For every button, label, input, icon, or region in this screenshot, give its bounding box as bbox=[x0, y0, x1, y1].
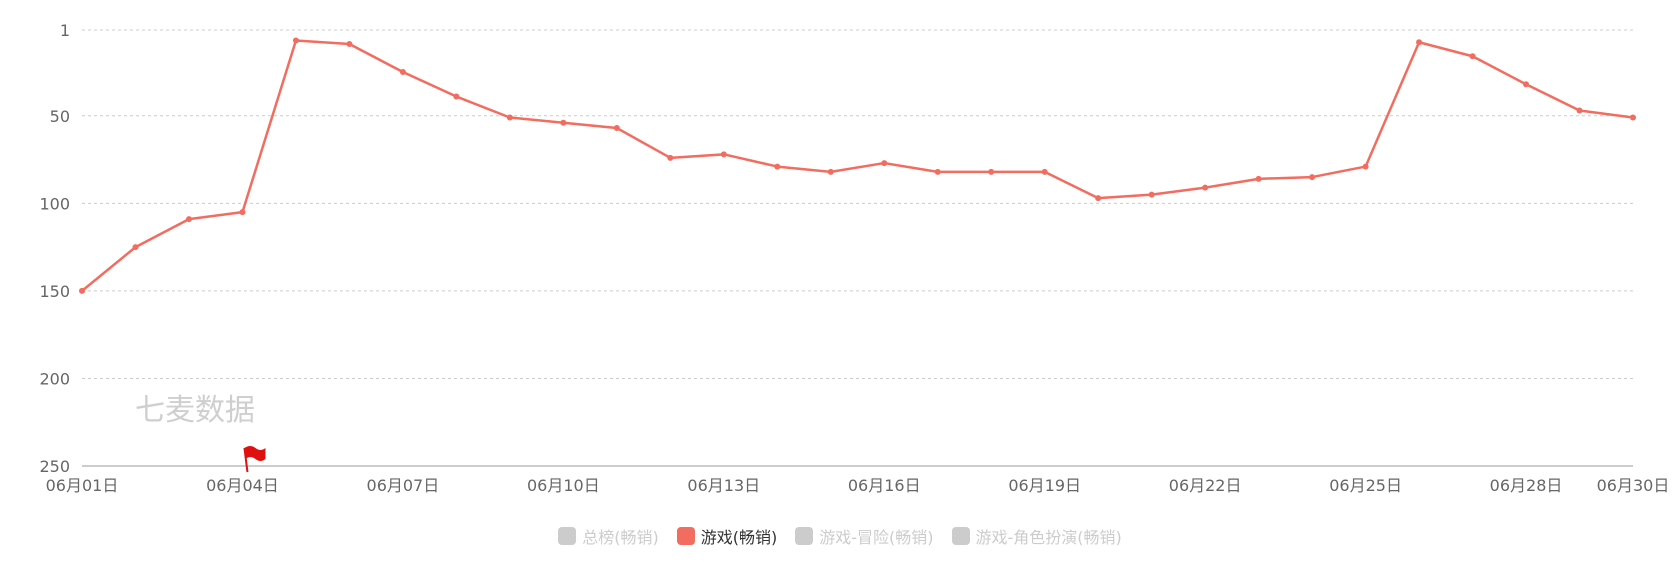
data-point bbox=[1576, 107, 1583, 114]
data-point bbox=[988, 168, 995, 175]
legend-swatch-icon bbox=[795, 527, 814, 545]
x-tick-label: 06月28日 bbox=[1490, 476, 1563, 495]
data-point bbox=[827, 168, 834, 175]
data-point bbox=[613, 125, 620, 132]
x-tick-label: 06月04日 bbox=[206, 476, 279, 495]
data-point bbox=[1630, 114, 1636, 121]
legend-swatch-icon bbox=[951, 527, 970, 545]
gridlines bbox=[82, 29, 1633, 379]
data-point bbox=[132, 244, 139, 251]
data-point bbox=[79, 287, 85, 294]
x-tick-label: 06月22日 bbox=[1169, 476, 1242, 495]
x-tick-label: 06月30日 bbox=[1597, 476, 1670, 495]
flag-marker[interactable] bbox=[243, 446, 266, 473]
legend-item-overall[interactable]: 总榜(畅销) bbox=[558, 524, 659, 548]
data-point bbox=[1148, 191, 1155, 198]
data-point bbox=[560, 119, 567, 126]
data-point bbox=[1202, 184, 1209, 191]
x-tick-label: 06月07日 bbox=[367, 476, 440, 495]
watermark-text: 七麦数据 bbox=[135, 393, 255, 428]
data-point bbox=[1362, 163, 1369, 170]
y-tick-label: 150 bbox=[39, 282, 70, 301]
data-point bbox=[1041, 168, 1048, 175]
data-point bbox=[346, 41, 353, 48]
y-tick-label: 200 bbox=[39, 369, 70, 388]
x-tick-label: 06月19日 bbox=[1008, 476, 1081, 495]
legend-item-adventure[interactable]: 游戏-冒险(畅销) bbox=[795, 524, 934, 548]
data-point bbox=[399, 69, 406, 76]
series-line bbox=[81, 39, 1634, 292]
y-tick-label: 100 bbox=[39, 194, 70, 213]
legend-swatch-icon bbox=[558, 527, 577, 545]
data-point bbox=[239, 209, 246, 216]
data-point bbox=[1469, 53, 1476, 60]
x-tick-label: 06月16日 bbox=[848, 476, 921, 495]
data-point bbox=[1095, 195, 1102, 202]
legend-item-rpg[interactable]: 游戏-角色扮演(畅销) bbox=[951, 524, 1122, 548]
data-point bbox=[774, 163, 781, 170]
data-point bbox=[506, 114, 513, 121]
y-tick-label: 250 bbox=[39, 457, 70, 476]
legend-label: 总榜(畅销) bbox=[582, 528, 659, 547]
data-point bbox=[453, 93, 460, 100]
data-point bbox=[667, 154, 674, 161]
data-point bbox=[1523, 81, 1530, 88]
x-tick-label: 06月01日 bbox=[46, 476, 119, 495]
x-tick-label: 06月13日 bbox=[687, 476, 760, 495]
data-point bbox=[934, 168, 941, 175]
red-flag-icon bbox=[244, 446, 266, 461]
data-point bbox=[1255, 175, 1262, 182]
data-point bbox=[881, 160, 888, 167]
data-point bbox=[1416, 39, 1423, 46]
y-tick-label: 1 bbox=[60, 21, 70, 40]
x-tick-label: 06月25日 bbox=[1329, 476, 1402, 495]
data-point bbox=[720, 151, 727, 158]
series-layer bbox=[79, 37, 1636, 294]
data-point bbox=[185, 216, 192, 223]
x-tick-label: 06月10日 bbox=[527, 476, 600, 495]
legend: 总榜(畅销) 游戏(畅销) 游戏-冒险(畅销) 游戏-角色扮演(畅销) bbox=[0, 524, 1680, 548]
legend-label: 游戏(畅销) bbox=[700, 528, 778, 547]
legend-item-games[interactable]: 游戏(畅销) bbox=[676, 524, 778, 548]
legend-swatch-icon bbox=[676, 527, 695, 545]
data-point bbox=[1309, 174, 1316, 181]
legend-label: 游戏-角色扮演(畅销) bbox=[975, 528, 1122, 547]
y-tick-label: 50 bbox=[50, 107, 70, 126]
legend-label: 游戏-冒险(畅销) bbox=[819, 528, 934, 547]
data-point bbox=[292, 37, 299, 44]
